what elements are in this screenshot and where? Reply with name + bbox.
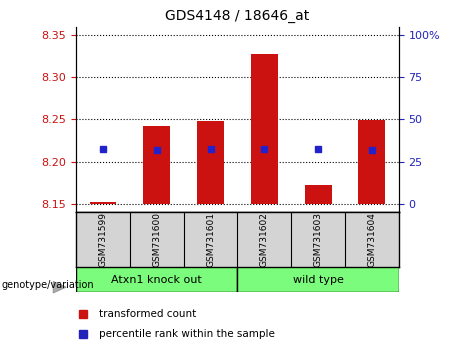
- Text: genotype/variation: genotype/variation: [1, 280, 94, 290]
- Text: GSM731600: GSM731600: [152, 212, 161, 267]
- Bar: [251, 55, 278, 204]
- Text: GSM731603: GSM731603: [313, 212, 323, 267]
- Polygon shape: [53, 281, 66, 293]
- Bar: [89, 202, 116, 204]
- Text: wild type: wild type: [293, 275, 343, 285]
- Text: GSM731599: GSM731599: [99, 212, 107, 267]
- Text: Atxn1 knock out: Atxn1 knock out: [112, 275, 202, 285]
- Text: transformed count: transformed count: [99, 309, 196, 319]
- Bar: [358, 120, 385, 204]
- Bar: [305, 185, 331, 204]
- Title: GDS4148 / 18646_at: GDS4148 / 18646_at: [165, 9, 309, 23]
- Text: GSM731602: GSM731602: [260, 212, 269, 267]
- FancyBboxPatch shape: [237, 267, 399, 292]
- FancyBboxPatch shape: [76, 267, 237, 292]
- Text: percentile rank within the sample: percentile rank within the sample: [99, 330, 275, 339]
- Bar: [143, 126, 170, 204]
- Text: GSM731601: GSM731601: [206, 212, 215, 267]
- Text: GSM731604: GSM731604: [367, 212, 376, 267]
- Bar: [197, 121, 224, 204]
